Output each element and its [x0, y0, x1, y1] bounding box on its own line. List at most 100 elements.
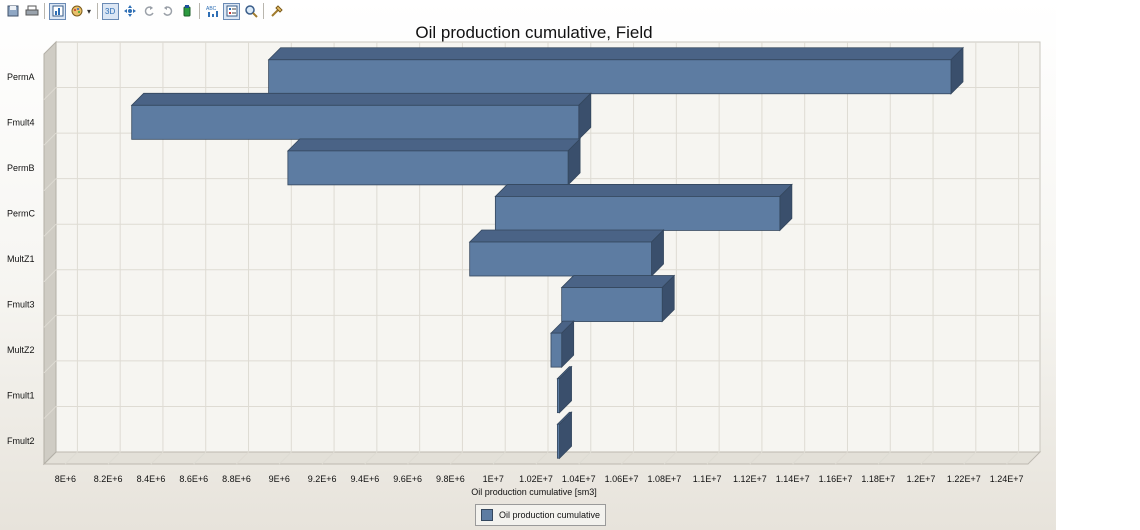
x-tick-label: 8.2E+6 [94, 474, 123, 484]
bar-top [494, 184, 793, 197]
category-label: MultZ2 [7, 345, 35, 355]
x-gridline-floor [621, 451, 634, 465]
palette-icon [71, 5, 82, 17]
category-label: Fmult1 [7, 391, 35, 401]
properties-button[interactable] [268, 3, 285, 20]
x-tick-label: 8.4E+6 [137, 474, 166, 484]
x-gridline-floor [835, 451, 848, 465]
x-tick-label: 1.1E+7 [693, 474, 722, 484]
bar [494, 196, 781, 231]
chart: 8E+6 8.2E+6 8.4E+6 8.6E+6 8.8E+6 9E+6 9.2E+6 9.… [7, 23, 1042, 497]
color-edit-icon [183, 5, 191, 17]
x-tick-label: 1E+7 [483, 474, 504, 484]
chart-type-icon [52, 5, 63, 17]
x-gridline-floor [407, 451, 421, 465]
bar [556, 378, 560, 414]
x-gridline-floor [150, 451, 164, 465]
x-tick-label: 1.08E+7 [647, 474, 681, 484]
bar [268, 59, 952, 95]
bar [556, 423, 560, 459]
x-gridline-floor [578, 451, 592, 465]
x-gridline-floor [321, 451, 335, 465]
category-label: MultZ1 [7, 254, 35, 264]
x-tick-label: 1.12E+7 [733, 474, 767, 484]
x-gridline-floor [1006, 451, 1019, 465]
move-button[interactable] [121, 3, 138, 20]
x-tick-label: 1.24E+7 [990, 474, 1024, 484]
x-gridline-floor [236, 451, 249, 465]
save-icon [7, 5, 18, 17]
bar [131, 104, 580, 140]
move-icon [123, 5, 136, 17]
x-gridline-floor [492, 451, 506, 465]
legend-toggle-button[interactable] [223, 2, 241, 20]
legend[interactable]: Oil production cumulative [475, 504, 606, 526]
rotate-right-button[interactable] [159, 3, 176, 20]
x-gridline-floor [107, 451, 121, 465]
x-tick-label: 8.8E+6 [222, 474, 251, 484]
category-label: Fmult4 [7, 117, 35, 127]
rotate-right-icon [162, 6, 172, 16]
legend-label: Oil production cumulative [499, 510, 601, 520]
print-icon [25, 5, 38, 16]
view-3d-button[interactable]: 3D [102, 2, 120, 20]
legend-toggle-icon [226, 5, 238, 17]
y-gridline-wall [43, 406, 57, 419]
y-gridline-wall [43, 223, 57, 237]
category-label: PermB [7, 163, 35, 173]
plot-left-wall [43, 40, 57, 466]
bar [550, 332, 563, 368]
chart-title: Oil production cumulative, Field [415, 23, 652, 42]
x-tick-label: 1.06E+7 [605, 474, 639, 484]
data-labels-button[interactable]: ABC [204, 3, 221, 20]
x-tick-label: 1.18E+7 [861, 474, 895, 484]
category-label: Fmult3 [7, 300, 35, 310]
y-gridline-wall [43, 360, 57, 374]
bar-top [560, 275, 676, 288]
y-gridline-wall [43, 178, 57, 192]
x-gridline-floor [663, 451, 677, 465]
save-button[interactable] [4, 3, 21, 20]
bar-top [286, 138, 582, 152]
data-labels-icon: ABC [206, 6, 218, 17]
x-tick-label: 9.4E+6 [350, 474, 379, 484]
x-gridline-floor [706, 451, 720, 465]
print-button[interactable] [23, 3, 40, 20]
svg-text:3D: 3D [105, 7, 115, 16]
x-axis-label: Oil production cumulative [sm3] [471, 487, 597, 497]
bar [561, 287, 663, 322]
color-edit-button[interactable] [178, 3, 195, 20]
zoom-button[interactable] [242, 3, 259, 20]
bar-top [468, 229, 665, 243]
x-gridline-floor [364, 451, 378, 465]
x-gridline-floor [963, 451, 977, 465]
x-gridline-floor [193, 451, 207, 465]
properties-icon [270, 5, 283, 17]
toolbar-separator [97, 3, 99, 19]
x-tick-label: 8E+6 [55, 474, 76, 484]
chart-type-button[interactable] [49, 2, 66, 20]
y-gridline-wall [43, 87, 57, 100]
x-tick-label: 1.16E+7 [819, 474, 853, 484]
zoom-icon [244, 5, 258, 18]
category-label: PermA [7, 72, 35, 82]
y-gridline-wall [43, 314, 57, 328]
x-gridline-floor [877, 451, 891, 465]
palette-dropdown-icon[interactable]: ▾ [87, 6, 92, 16]
x-gridline-floor [278, 451, 292, 465]
x-gridline-floor [920, 451, 934, 465]
rotate-left-button[interactable] [140, 3, 157, 20]
x-tick-label: 9.8E+6 [436, 474, 465, 484]
x-tick-label: 1.2E+7 [907, 474, 936, 484]
toolbar-separator [44, 3, 45, 19]
palette-button[interactable] [68, 3, 85, 20]
bar [469, 241, 652, 277]
chart-window: ▾ 3D ABC 8E+6 8.2E+6 8.4E+6 8.6E+6 8.8E+6 9E+6 9… [0, 0, 1056, 530]
x-tick-label: 1.04E+7 [562, 474, 596, 484]
x-tick-label: 9.2E+6 [308, 474, 337, 484]
rotate-left-icon [144, 6, 154, 16]
x-tick-label: 9E+6 [269, 474, 290, 484]
x-gridline-floor [450, 451, 463, 465]
view-3d-icon: 3D [105, 7, 115, 16]
category-label: Fmult2 [7, 436, 35, 446]
